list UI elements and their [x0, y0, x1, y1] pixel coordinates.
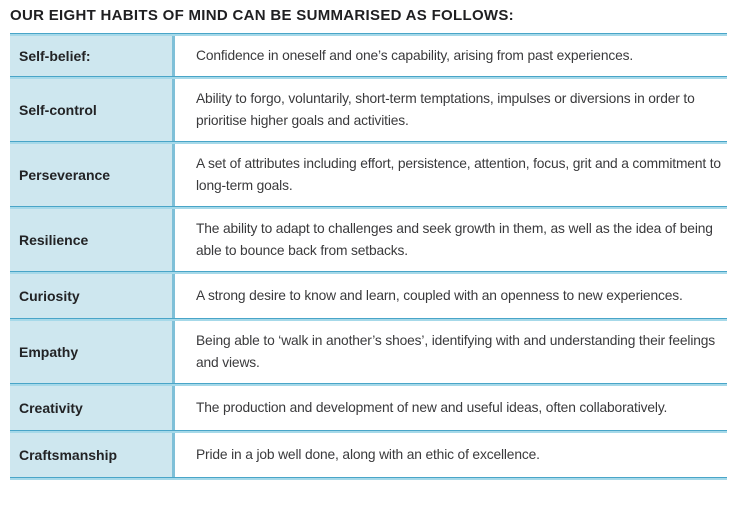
table-row: Self-belief: Confidence in oneself and o… [10, 36, 727, 76]
table-row: Perseverance A set of attributes includi… [10, 144, 727, 206]
habit-definition-cell: Being able to ‘walk in another’s shoes’,… [172, 321, 727, 383]
table-row: Craftsmanship Pride in a job well done, … [10, 433, 727, 477]
habit-term-cell: Empathy [10, 321, 172, 383]
row-divider [10, 141, 727, 144]
row-divider [10, 76, 727, 79]
row-divider [10, 383, 727, 386]
habit-term-cell: Creativity [10, 386, 172, 430]
table-row: Resilience The ability to adapt to chall… [10, 209, 727, 271]
habit-term-cell: Resilience [10, 209, 172, 271]
habits-table: Self-belief: Confidence in oneself and o… [10, 33, 727, 480]
page: OUR EIGHT HABITS OF MIND CAN BE SUMMARIS… [10, 7, 727, 480]
habit-term-cell: Perseverance [10, 144, 172, 206]
habit-definition-cell: Confidence in oneself and one’s capabili… [172, 36, 727, 76]
habit-term-cell: Self-control [10, 79, 172, 141]
habit-term-cell: Curiosity [10, 274, 172, 318]
row-divider [10, 430, 727, 433]
table-row: Empathy Being able to ‘walk in another’s… [10, 321, 727, 383]
habit-definition-cell: Pride in a job well done, along with an … [172, 433, 727, 477]
habit-definition-cell: Ability to forgo, voluntarily, short-ter… [172, 79, 727, 141]
habit-term-cell: Self-belief: [10, 36, 172, 76]
row-divider [10, 206, 727, 209]
habit-definition-cell: A set of attributes including effort, pe… [172, 144, 727, 206]
page-title: OUR EIGHT HABITS OF MIND CAN BE SUMMARIS… [10, 7, 514, 24]
habit-definition-cell: The ability to adapt to challenges and s… [172, 209, 727, 271]
table-row: Creativity The production and developmen… [10, 386, 727, 430]
table-row: Curiosity A strong desire to know and le… [10, 274, 727, 318]
habit-term-cell: Craftsmanship [10, 433, 172, 477]
table-top-border [10, 33, 727, 36]
row-divider [10, 271, 727, 274]
habit-definition-cell: The production and development of new an… [172, 386, 727, 430]
table-bottom-border [10, 477, 727, 480]
habit-definition-cell: A strong desire to know and learn, coupl… [172, 274, 727, 318]
table-row: Self-control Ability to forgo, voluntari… [10, 79, 727, 141]
row-divider [10, 318, 727, 321]
